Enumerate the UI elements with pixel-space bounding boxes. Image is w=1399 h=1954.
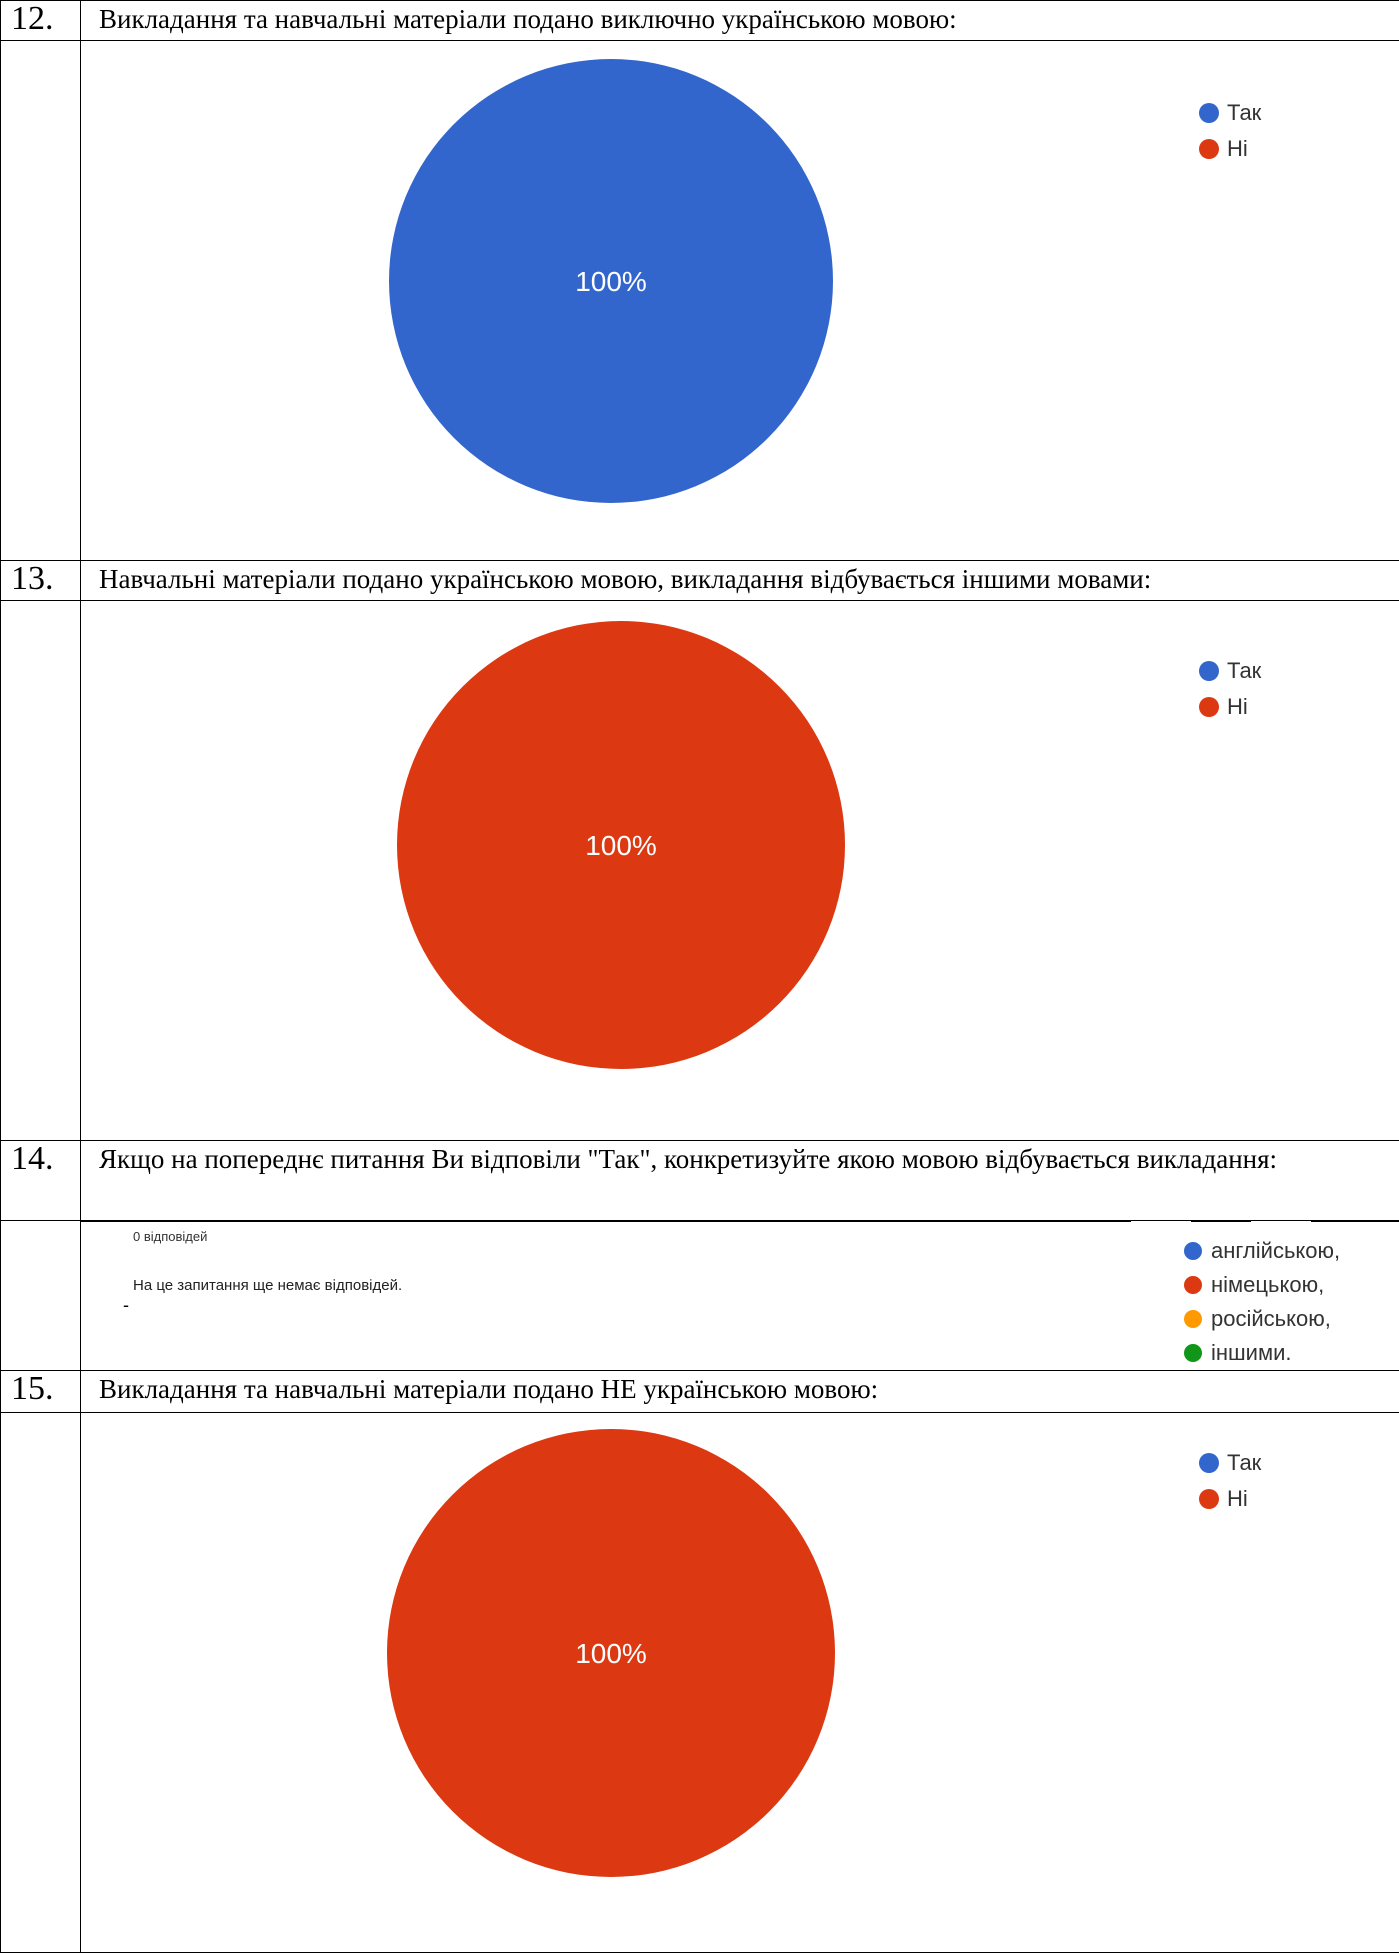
slice-label: 100% <box>575 1638 647 1669</box>
question-number: 15. <box>1 1371 81 1413</box>
question-text: Навчальні матеріали подано українською м… <box>81 561 1399 601</box>
question-row: 15. Викладання та навчальні матеріали по… <box>1 1371 1399 1413</box>
empty-chart: англійською, німецькою, російською, іншими. <box>81 1221 1399 1371</box>
empty-cell <box>1 601 81 1141</box>
legend-label: іншими. <box>1211 1340 1292 1365</box>
legend-label: англійською, <box>1211 1238 1340 1263</box>
question-text: Якщо на попереднє питання Ви відповіли "… <box>81 1141 1399 1221</box>
legend-swatch <box>1199 103 1219 123</box>
pie-chart: 100% Так Ні <box>81 41 1399 561</box>
chart-cell: 100% Так Ні <box>81 1413 1399 1953</box>
legend-label: Ні <box>1227 136 1248 161</box>
chart-cell: 0 відповідей На це запитання ще немає ві… <box>81 1221 1399 1371</box>
legend-swatch <box>1199 1453 1219 1473</box>
question-number: 14. <box>1 1141 81 1221</box>
chart-row: 0 відповідей На це запитання ще немає ві… <box>1 1221 1399 1371</box>
legend-label: Так <box>1227 658 1262 683</box>
legend-label: Так <box>1227 100 1262 125</box>
question-number: 12. <box>1 1 81 41</box>
legend-label: російською, <box>1211 1306 1331 1331</box>
legend-label: Ні <box>1227 694 1248 719</box>
slice-label: 100% <box>585 830 657 861</box>
chart-row: 100% Так Ні <box>1 1413 1399 1953</box>
chart-row: 100% Так Ні <box>1 601 1399 1141</box>
slice-label: 100% <box>575 266 647 297</box>
legend-swatch <box>1184 1242 1202 1260</box>
question-text: Викладання та навчальні матеріали подано… <box>81 1 1399 41</box>
question-row: 14. Якщо на попереднє питання Ви відпові… <box>1 1141 1399 1221</box>
legend-label: німецькою, <box>1211 1272 1324 1297</box>
legend-swatch <box>1199 661 1219 681</box>
chart-cell: 100% Так Ні <box>81 601 1399 1141</box>
legend-swatch <box>1184 1310 1202 1328</box>
question-row: 12. Викладання та навчальні матеріали по… <box>1 1 1399 41</box>
legend-swatch <box>1184 1344 1202 1362</box>
pie-chart: 100% Так Ні <box>81 601 1399 1141</box>
legend-swatch <box>1199 697 1219 717</box>
legend-swatch <box>1199 1489 1219 1509</box>
chart-cell: 100% Так Ні <box>81 41 1399 561</box>
chart-row: 100% Так Ні <box>1 41 1399 561</box>
empty-cell <box>1 1221 81 1371</box>
legend-label: Ні <box>1227 1486 1248 1511</box>
question-text: Викладання та навчальні матеріали подано… <box>81 1371 1399 1413</box>
legend-swatch <box>1184 1276 1202 1294</box>
legend-label: Так <box>1227 1450 1262 1475</box>
question-number: 13. <box>1 561 81 601</box>
pie-chart: 100% Так Ні <box>81 1413 1399 1954</box>
empty-cell <box>1 41 81 561</box>
empty-cell <box>1 1413 81 1953</box>
question-row: 13. Навчальні матеріали подано українськ… <box>1 561 1399 601</box>
legend-swatch <box>1199 139 1219 159</box>
